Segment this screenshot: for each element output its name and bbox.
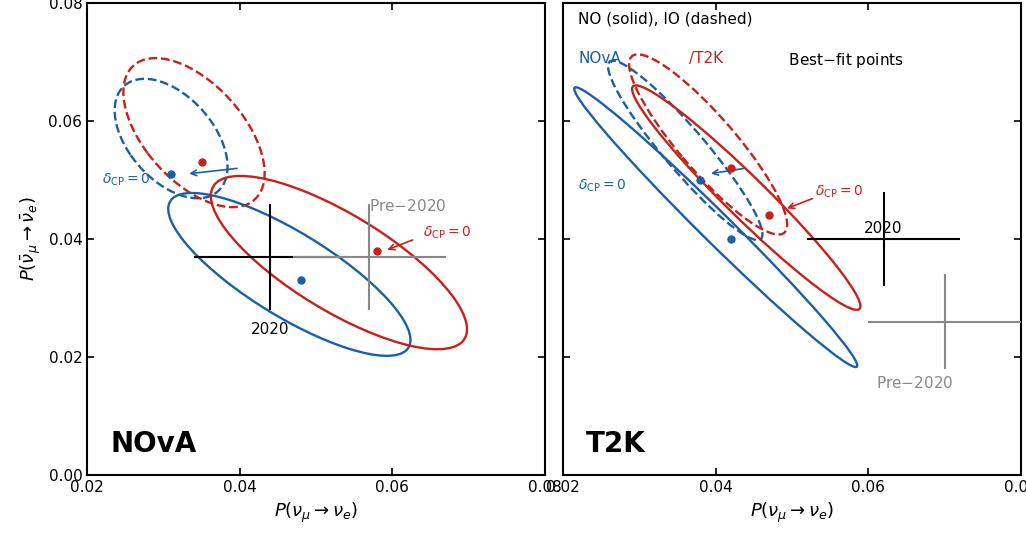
Text: Pre$-$2020: Pre$-$2020 — [369, 198, 446, 214]
Text: NOvA: NOvA — [110, 430, 196, 458]
Text: $\delta_{\mathrm{CP}}=0$: $\delta_{\mathrm{CP}}=0$ — [103, 172, 151, 188]
X-axis label: $P(\nu_\mu \rightarrow \nu_e)$: $P(\nu_\mu \rightarrow \nu_e)$ — [274, 500, 358, 525]
Text: NO (solid), IO (dashed): NO (solid), IO (dashed) — [579, 12, 753, 26]
Text: 2020: 2020 — [251, 322, 289, 337]
Text: /T2K: /T2K — [689, 51, 723, 66]
Text: $\delta_{\mathrm{CP}}=0$: $\delta_{\mathrm{CP}}=0$ — [815, 184, 863, 200]
Text: NOvA: NOvA — [579, 51, 621, 66]
Text: $\delta_{\mathrm{CP}}=0$: $\delta_{\mathrm{CP}}=0$ — [579, 178, 627, 194]
Y-axis label: $P(\bar{\nu}_\mu \rightarrow \bar{\nu}_e)$: $P(\bar{\nu}_\mu \rightarrow \bar{\nu}_e… — [18, 197, 43, 281]
Text: 2020: 2020 — [864, 221, 903, 236]
X-axis label: $P(\nu_\mu \rightarrow \nu_e)$: $P(\nu_\mu \rightarrow \nu_e)$ — [750, 500, 834, 525]
Text: Pre$-$2020: Pre$-$2020 — [876, 375, 953, 391]
Text: T2K: T2K — [586, 430, 645, 458]
Text: Best$-$fit points: Best$-$fit points — [785, 51, 904, 70]
Text: $\delta_{\mathrm{CP}}=0$: $\delta_{\mathrm{CP}}=0$ — [423, 225, 471, 241]
